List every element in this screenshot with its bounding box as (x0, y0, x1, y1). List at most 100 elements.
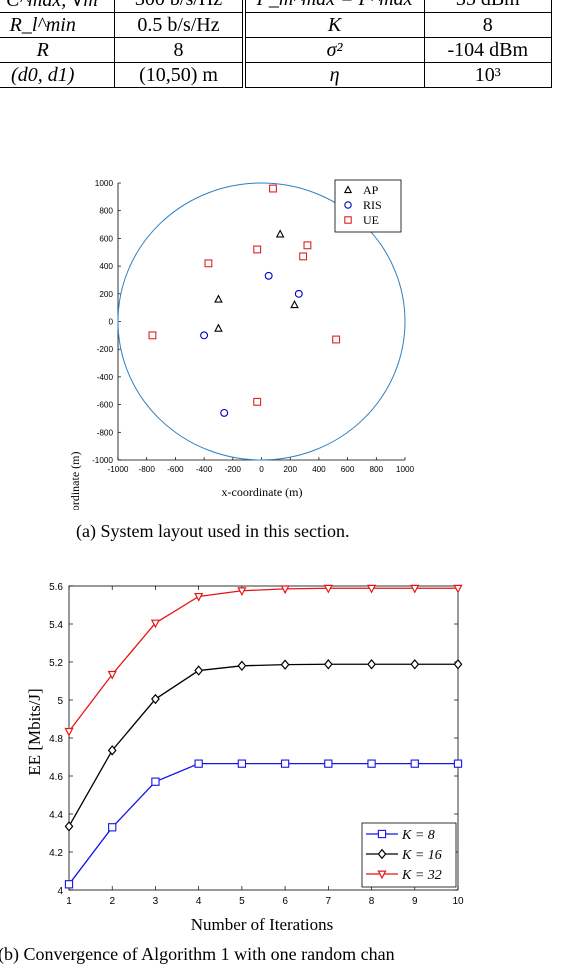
data-point (453, 759, 463, 768)
data-point (280, 585, 290, 595)
data-point (151, 693, 160, 705)
table-cell: 300 b/s/Hz (114, 0, 246, 13)
legend-label: K = 32 (401, 868, 442, 883)
legend-label: K = 16 (401, 848, 442, 863)
table-cell: 35 dBm (423, 0, 553, 13)
x-tick-label: -800 (139, 465, 156, 474)
system-layout-chart: -1000 -800 -600 -400 -200 0 200 400 600 800 1000 10… (68, 179, 415, 510)
x-tick-label: 10 (452, 896, 464, 907)
table-cell: -104 dBm (423, 37, 553, 63)
x-tick-label: 8 (369, 896, 375, 907)
legend-label: K = 8 (401, 828, 435, 843)
x-tick-label: 6 (282, 896, 288, 907)
y-tick-label: 400 (99, 262, 113, 271)
table-cell: (10,50) m (114, 62, 246, 88)
data-point (194, 592, 204, 602)
table-row: R 8 σ² -104 dBm (0, 37, 553, 63)
x-tick-label: 7 (326, 896, 332, 907)
y-tick-label: -200 (97, 345, 114, 354)
data-point (367, 659, 376, 670)
table-cell: 0.5 b/s/Hz (114, 12, 246, 38)
y-tick-label: -1000 (92, 456, 113, 465)
data-point (194, 759, 203, 768)
series-line (68, 663, 458, 827)
table-cell: 10³ (423, 62, 553, 88)
table-cell: R (0, 37, 116, 63)
y-axis-label: y-coordinate (m) (68, 452, 82, 510)
y-tick-label: 5.6 (49, 582, 63, 593)
x-tick-label: 1 (66, 896, 72, 907)
data-point (323, 659, 333, 670)
legend-marker (377, 848, 387, 860)
x-tick-label: 5 (239, 896, 245, 907)
ap-marker (214, 294, 223, 303)
x-tick-label: -600 (167, 465, 184, 474)
x-tick-label: 200 (283, 465, 297, 474)
table-cell: R_l^min (0, 12, 116, 38)
x-tick-label: 9 (412, 896, 418, 907)
x-tick-label: -1000 (108, 465, 129, 474)
y-tick-label: 5.2 (49, 658, 63, 669)
data-point (237, 759, 247, 768)
figure-a-caption: (a) System layout used in this section. (76, 521, 350, 541)
ue-marker (332, 335, 341, 344)
data-point (366, 584, 377, 594)
data-point (108, 823, 117, 832)
ue-marker (148, 331, 157, 340)
data-point (410, 584, 420, 594)
table-cell: = C^max, ∀m (0, 0, 116, 13)
legend: K = 8 K = 16 K = 32 (361, 822, 457, 888)
legend-label: AP (363, 183, 379, 197)
x-tick-label: 1000 (396, 465, 415, 474)
table-cell: σ² (243, 37, 425, 63)
y-axis-label: EE [Mbits/J] (25, 688, 44, 775)
x-tick-label: -200 (225, 465, 242, 474)
x-tick-label: 800 (369, 465, 383, 474)
ris-marker (220, 408, 229, 417)
x-tick-label: 600 (341, 465, 355, 474)
data-point (64, 821, 74, 832)
legend-ap-marker (343, 185, 353, 194)
y-tick-label: 5 (57, 696, 63, 707)
data-point (107, 670, 117, 680)
legend-ris-marker (344, 201, 352, 209)
table-cell: η (243, 62, 425, 88)
table-cell: 8 (114, 37, 246, 63)
ap-marker (275, 229, 285, 238)
figure-b-caption: (b) Convergence of Algorithm 1 with one … (0, 944, 395, 964)
x-tick-label: 2 (109, 896, 115, 907)
table-cell: 8 (423, 12, 553, 38)
data-point (107, 745, 117, 756)
legend-label: UE (363, 213, 379, 227)
y-tick-label: 800 (99, 207, 113, 216)
legend-marker (377, 870, 387, 880)
ue-marker (253, 397, 262, 406)
ue-marker (303, 241, 312, 250)
series-line (68, 587, 458, 732)
data-point (367, 759, 376, 768)
data-point (150, 619, 161, 629)
ris-marker (264, 271, 273, 280)
data-point (324, 759, 333, 768)
parameter-table: = C^max, ∀m 300 b/s/Hz P_m^max = P^max 3… (0, 0, 553, 88)
data-point (237, 660, 247, 672)
ap-marker (214, 323, 223, 332)
x-tick-label: 400 (312, 465, 326, 474)
data-point (453, 659, 463, 670)
data-point (280, 659, 290, 670)
data-point (64, 880, 74, 889)
data-point (151, 777, 160, 786)
y-tick-label: 5.4 (49, 620, 63, 631)
convergence-chart: 1 2 3 4 5 6 7 8 9 10 4 4.2 4.4 4.6 4.8 5 5.2 5.4 5.6 Numbe… (25, 582, 464, 934)
x-axis-label: Number of Iterations (191, 915, 334, 934)
data-point (64, 727, 74, 737)
y-tick-label: 4.8 (49, 734, 63, 745)
y-tick-label: 4 (57, 886, 63, 897)
data-point (237, 587, 247, 596)
ris-marker (200, 331, 209, 340)
x-tick-label: 3 (153, 896, 159, 907)
series-line (68, 762, 458, 885)
y-tick-label: -400 (97, 373, 114, 382)
y-tick-label: 1000 (95, 179, 114, 188)
